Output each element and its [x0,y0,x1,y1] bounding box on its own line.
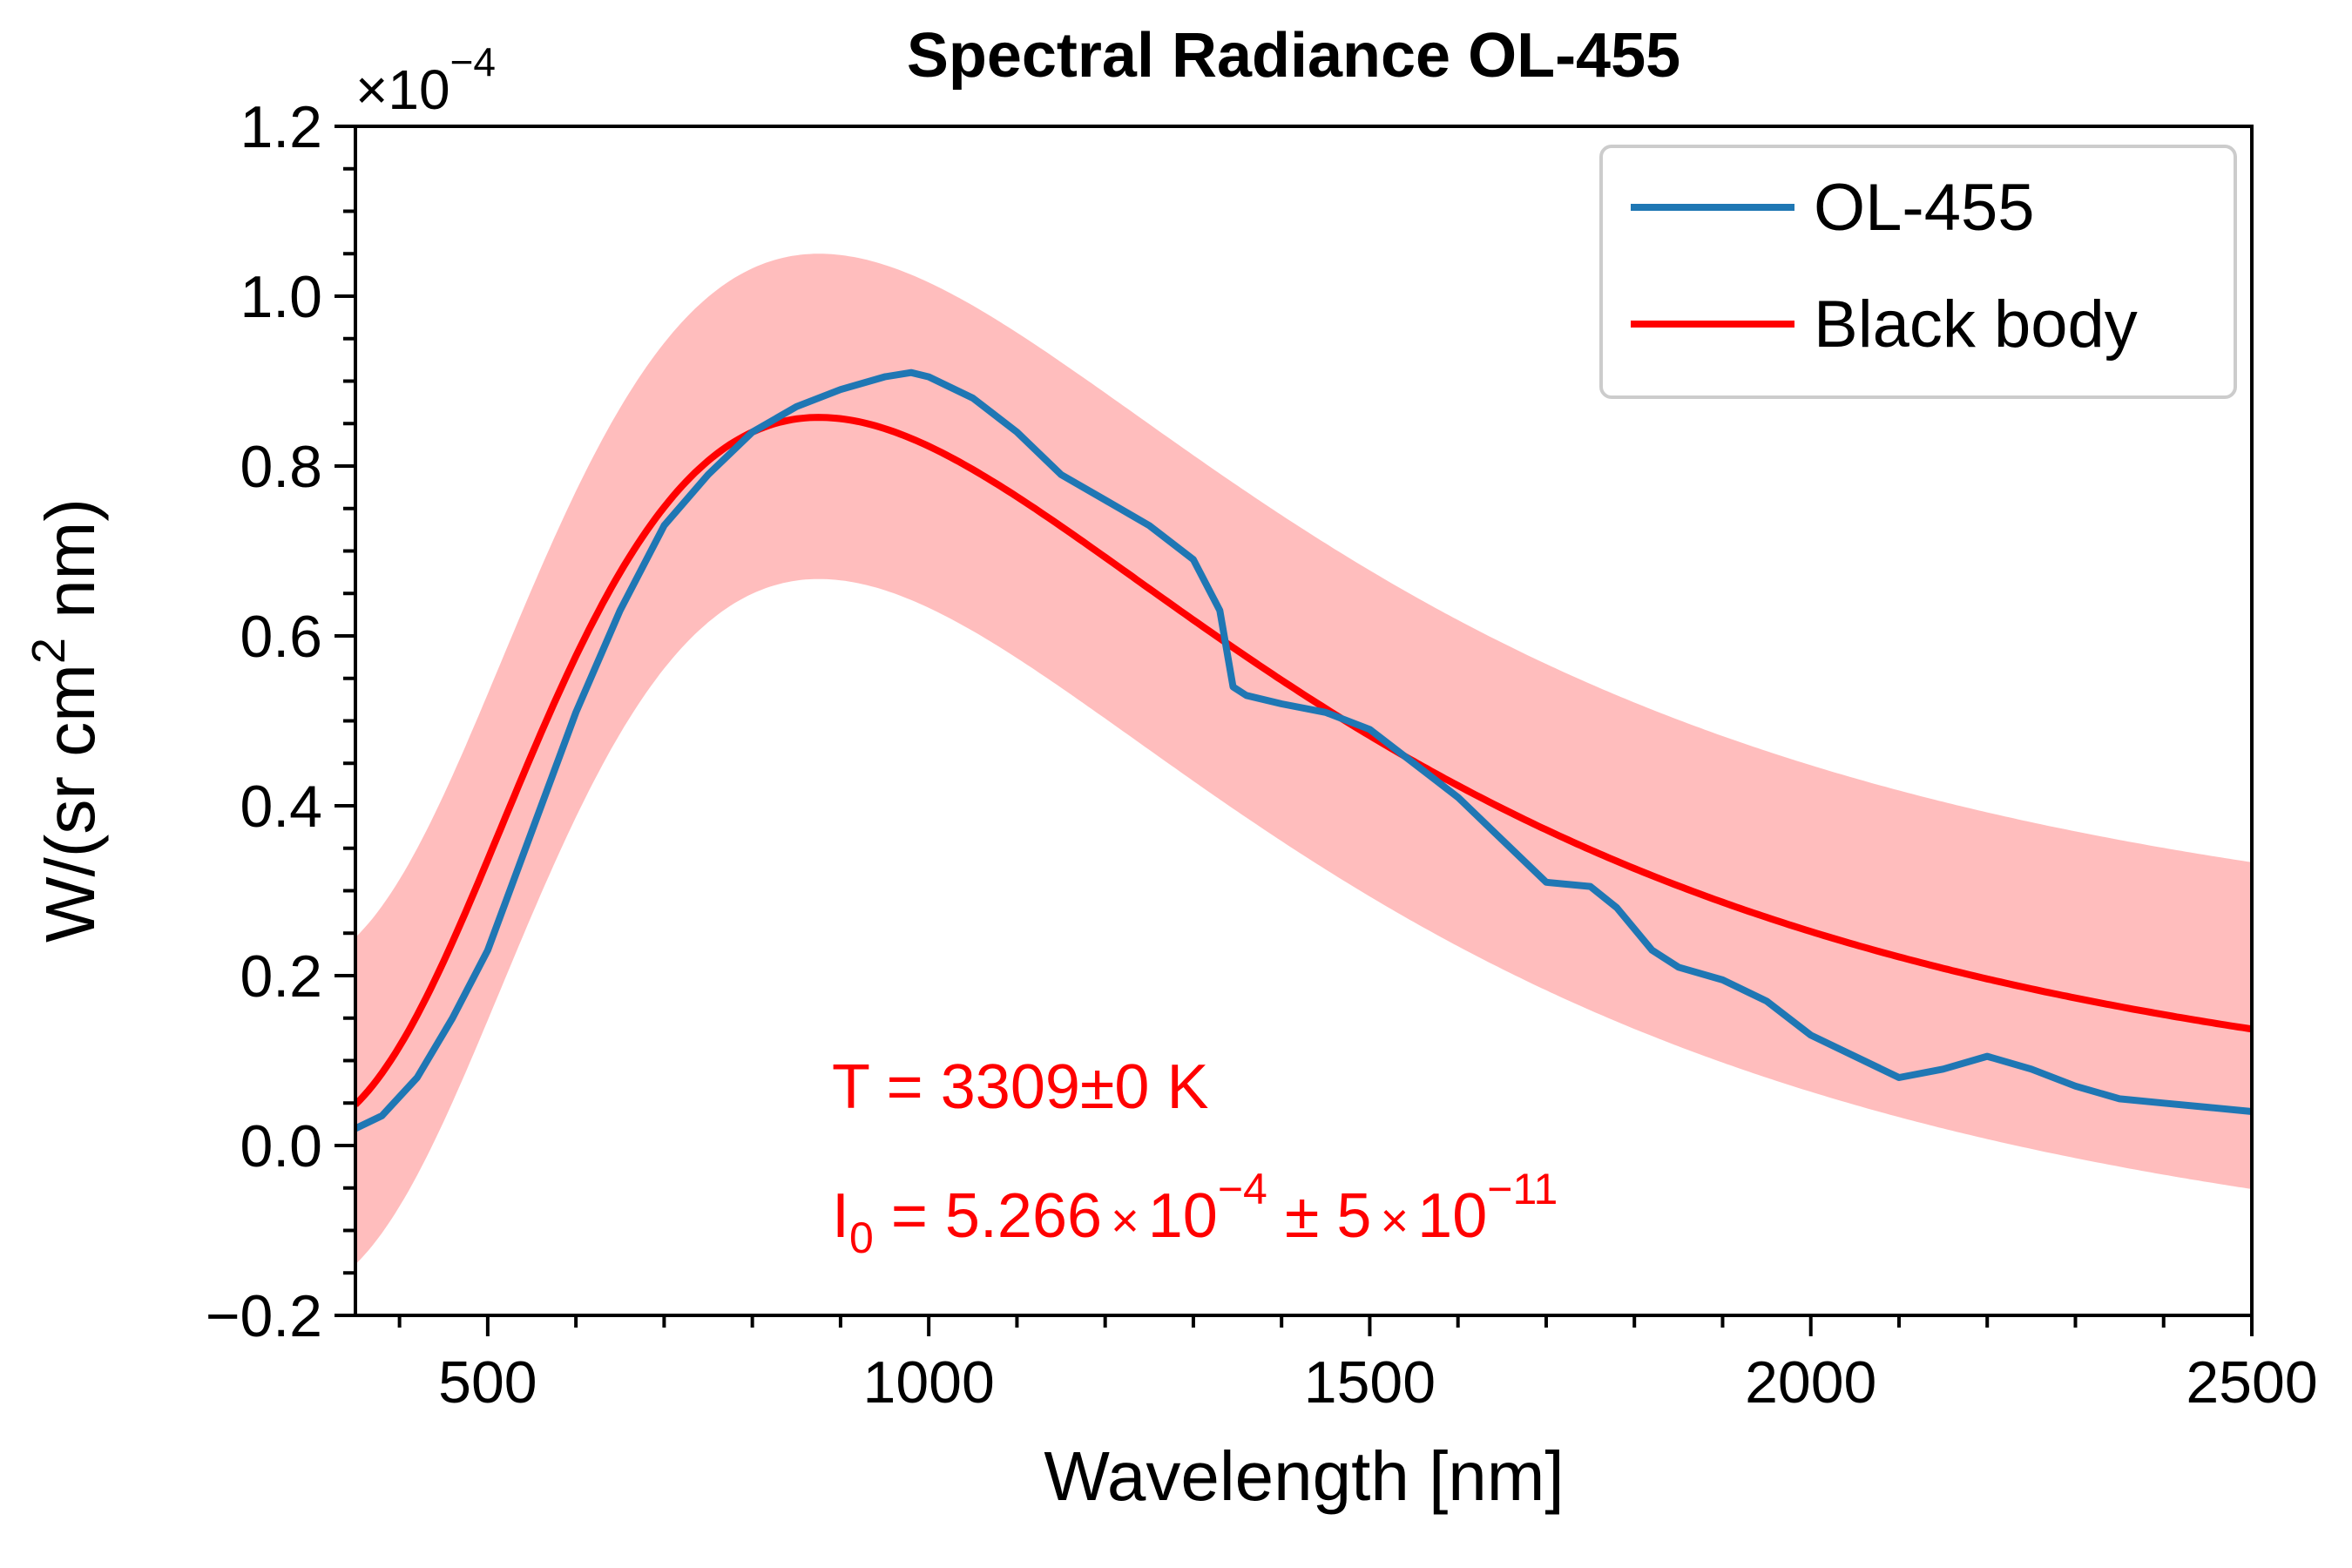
x-tick-label: 500 [438,1349,537,1416]
y-axis-label: W/(sr cm2 nm) [23,498,109,943]
x-tick-label: 1500 [1304,1349,1436,1416]
y-tick-label: 0.6 [240,604,322,670]
temperature-annotation: T = 3309±0 K [832,1052,1209,1122]
y-tick-label: 0.2 [240,943,322,1010]
y-tick-label: 1.0 [240,264,322,330]
y-tick-label: 1.2 [240,94,322,160]
legend-label-black-body: Black body [1814,287,2138,362]
legend-label-ol-455: OL-455 [1814,171,2035,245]
uncertainty-band-layer [355,253,2252,1265]
x-axis: 500 1000 1500 2000 2500 [397,1315,2318,1416]
legend: OL-455 Black body [1599,145,2237,399]
intensity-annotation: I0 = 5.266 × 10−4 ± 5 × 10−11 [832,1165,1558,1262]
chart-title: Spectral Radiance OL-455 [907,21,1680,91]
series-line-black-body [353,414,2253,1107]
y-axis: −0.2 0.0 0.2 0.4 0.6 0.8 1.0 1.2 [206,94,355,1349]
y-scale-note: ×10−4 [355,39,496,121]
series-line-ol-455 [354,368,2253,1132]
y-tick-label: 0.0 [240,1113,322,1179]
x-tick-label: 2000 [1745,1349,1876,1416]
x-tick-label: 1000 [863,1349,995,1416]
series-lines-layer [353,368,2253,1132]
y-tick-label: 0.4 [240,774,322,840]
y-tick-label: −0.2 [206,1283,322,1349]
x-tick-label: 2500 [2186,1349,2317,1416]
y-tick-label: 0.8 [240,434,322,500]
black-body-uncertainty-band [355,253,2252,1265]
x-axis-label: Wavelength [nm] [1044,1437,1564,1515]
